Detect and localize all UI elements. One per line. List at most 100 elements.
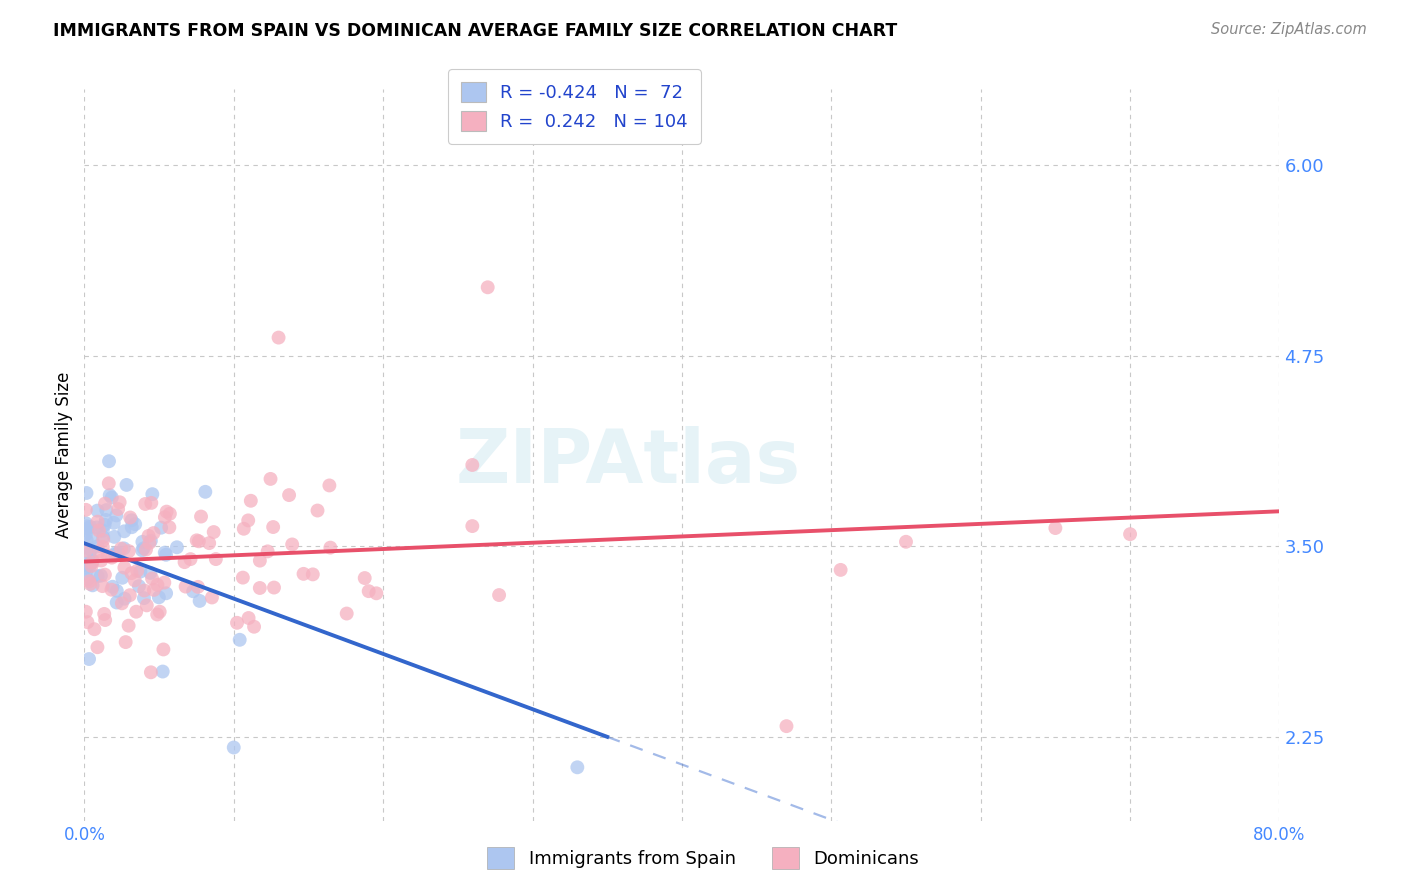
- Point: [243, 620, 266, 634]
- Point: [75, 516, 97, 531]
- Point: [80, 558, 103, 573]
- Point: [82, 554, 104, 568]
- Point: [114, 635, 136, 649]
- Point: [152, 665, 174, 679]
- Point: [775, 719, 797, 733]
- Point: [112, 524, 135, 539]
- Point: [461, 519, 484, 533]
- Point: [226, 615, 249, 630]
- Point: [76, 615, 98, 630]
- Point: [357, 584, 380, 599]
- Point: [187, 580, 209, 594]
- Point: [190, 509, 212, 524]
- Point: [181, 584, 204, 599]
- Point: [120, 510, 142, 524]
- Point: [86, 640, 108, 655]
- Point: [125, 605, 148, 619]
- Point: [153, 575, 176, 590]
- Point: [76, 519, 98, 533]
- Point: [256, 544, 278, 558]
- Point: [132, 541, 155, 556]
- Point: [142, 526, 165, 541]
- Point: [336, 607, 359, 621]
- Point: [232, 571, 254, 585]
- Point: [128, 579, 150, 593]
- Point: [222, 740, 245, 755]
- Point: [97, 549, 120, 563]
- Point: [87, 524, 110, 538]
- Point: [146, 578, 169, 592]
- Point: [149, 605, 172, 619]
- Point: [97, 476, 120, 491]
- Point: [307, 503, 329, 517]
- Point: [86, 503, 108, 517]
- Point: [76, 557, 98, 571]
- Point: [319, 541, 342, 555]
- Point: [157, 520, 180, 534]
- Point: [278, 488, 301, 502]
- Point: [567, 760, 589, 774]
- Point: [194, 484, 217, 499]
- Point: [107, 546, 129, 560]
- Point: [263, 581, 285, 595]
- Point: [142, 582, 165, 597]
- Point: [228, 632, 250, 647]
- Point: [292, 566, 315, 581]
- Point: [111, 596, 134, 610]
- Text: IMMIGRANTS FROM SPAIN VS DOMINICAN AVERAGE FAMILY SIZE CORRELATION CHART: IMMIGRANTS FROM SPAIN VS DOMINICAN AVERA…: [53, 22, 897, 40]
- Legend: Immigrants from Spain, Dominicans: Immigrants from Spain, Dominicans: [479, 839, 927, 876]
- Point: [75, 564, 97, 578]
- Point: [1045, 521, 1067, 535]
- Point: [94, 567, 117, 582]
- Point: [111, 571, 134, 585]
- Point: [79, 547, 101, 561]
- Point: [1119, 527, 1142, 541]
- Point: [91, 524, 114, 538]
- Point: [107, 502, 129, 516]
- Point: [108, 495, 131, 509]
- Point: [124, 574, 146, 588]
- Point: [353, 571, 375, 585]
- Y-axis label: Average Family Size: Average Family Size: [55, 372, 73, 538]
- Point: [79, 574, 101, 589]
- Point: [112, 541, 135, 556]
- Point: [90, 553, 112, 567]
- Point: [267, 330, 290, 344]
- Point: [86, 569, 108, 583]
- Point: [129, 565, 152, 579]
- Point: [301, 567, 323, 582]
- Point: [259, 472, 281, 486]
- Point: [155, 505, 177, 519]
- Point: [82, 555, 104, 569]
- Point: [138, 536, 160, 550]
- Point: [120, 566, 142, 581]
- Point: [101, 550, 124, 565]
- Point: [104, 546, 127, 560]
- Point: [75, 543, 97, 558]
- Point: [198, 536, 221, 550]
- Point: [79, 559, 101, 574]
- Point: [239, 493, 262, 508]
- Point: [134, 497, 156, 511]
- Point: [138, 529, 160, 543]
- Point: [100, 582, 122, 597]
- Point: [179, 552, 201, 566]
- Point: [105, 595, 128, 609]
- Point: [186, 533, 208, 548]
- Point: [98, 454, 121, 468]
- Point: [76, 558, 98, 573]
- Point: [135, 599, 157, 613]
- Point: [82, 531, 104, 545]
- Point: [131, 543, 153, 558]
- Point: [830, 563, 852, 577]
- Point: [94, 613, 117, 627]
- Point: [110, 541, 132, 556]
- Point: [94, 497, 117, 511]
- Point: [75, 527, 97, 541]
- Point: [141, 496, 163, 510]
- Point: [121, 520, 143, 534]
- Point: [101, 580, 124, 594]
- Point: [105, 508, 128, 523]
- Point: [80, 542, 103, 557]
- Point: [118, 588, 141, 602]
